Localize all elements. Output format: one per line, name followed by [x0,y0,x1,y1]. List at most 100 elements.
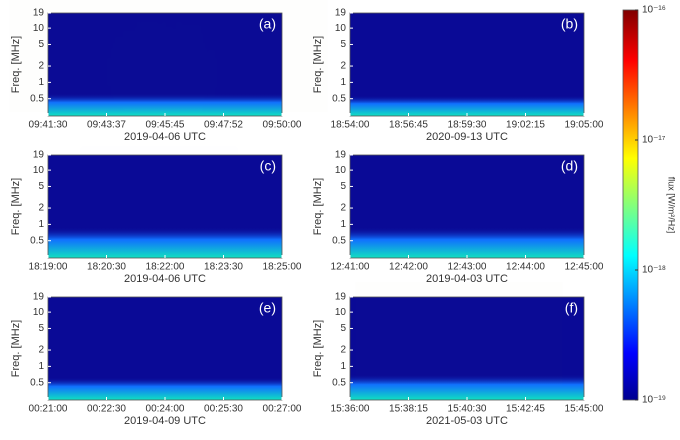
x-tick-label: 18:54:00 [331,120,370,131]
colorbar-tick-label: 10⁻¹⁷ [642,135,666,146]
emission [385,297,532,371]
y-tick-label: 2 [38,203,44,214]
emission-trace [397,181,549,187]
x-axis-label: 2019-04-06 UTC [124,273,206,285]
emission-trace [385,297,532,371]
low-frequency-band [350,374,584,400]
x-tick-label: 18:22:00 [146,262,185,273]
x-tick-label: 18:59:30 [448,120,487,131]
y-tick-label: 1 [340,361,346,372]
x-tick-label: 09:47:52 [204,120,243,131]
colorbar [622,9,639,401]
emission [95,160,217,229]
y-tick-label: 2 [340,61,346,72]
x-tick-label: 12:45:00 [565,262,604,273]
x-tick-label: 15:36:00 [331,404,370,415]
x-axis-label: 2019-04-03 UTC [426,273,508,285]
panel-label: (e) [259,300,276,316]
y-tick-label: 10 [335,307,347,318]
y-tick-label: 5 [38,323,44,334]
y-axis-label: Freq. [MHz] [312,178,324,235]
y-tick-label: 0.5 [332,235,346,246]
x-tick-label: 15:42:45 [506,404,545,415]
y-tick-label: 0.5 [332,93,346,104]
x-tick-label: 00:24:00 [146,404,185,415]
panel-label: (c) [260,158,276,174]
x-axis-label: 2020-09-13 UTC [426,131,508,143]
y-tick-label: 10 [33,307,45,318]
y-tick-label: 2 [38,61,44,72]
y-tick-label: 5 [38,181,44,192]
x-tick-label: 15:38:15 [389,404,428,415]
x-tick-label: 09:43:37 [87,120,126,131]
x-tick-label: 00:27:00 [263,404,302,415]
emission [55,13,282,95]
x-axis-label: 2019-04-06 UTC [124,131,206,143]
emission-trace [95,160,217,229]
y-tick-label: 2 [340,345,346,356]
panel-label: (b) [561,16,578,32]
y-tick-label: 2 [38,345,44,356]
low-frequency-band [48,227,282,258]
x-tick-label: 09:45:45 [146,120,185,131]
x-tick-label: 12:44:00 [506,262,545,273]
y-tick-label: 19 [33,8,45,19]
x-tick-label: 19:02:15 [506,120,545,131]
colorbar-tick-label: 10⁻¹⁸ [642,265,666,276]
x-tick-label: 15:45:00 [565,404,604,415]
y-tick-label: 19 [335,8,347,19]
y-tick-label: 0.5 [332,377,346,388]
x-tick-label: 19:05:00 [565,120,604,131]
y-tick-label: 5 [38,39,44,50]
y-tick-label: 19 [33,292,45,303]
x-tick-label: 09:50:00 [263,120,302,131]
panel-label: (d) [561,158,578,174]
y-tick-label: 5 [340,181,346,192]
x-tick-label: 12:43:00 [448,262,487,273]
emission-trace [95,307,240,371]
y-tick-label: 19 [335,150,347,161]
x-tick-label: 18:20:30 [87,262,126,273]
y-tick-label: 19 [335,292,347,303]
low-frequency-band [48,377,282,400]
colorbar-tick-label: 10⁻¹⁶ [642,5,666,16]
colorbar-tick-label: 10⁻¹⁹ [642,395,666,406]
emission [95,307,240,371]
x-axis-label: 2021-05-03 UTC [426,415,508,427]
y-axis-label: Freq. [MHz] [312,36,324,93]
low-frequency-band [350,95,584,116]
x-axis-label: 2019-04-09 UTC [124,415,206,427]
y-tick-label: 1 [38,77,44,88]
panel-label: (a) [259,16,276,32]
y-tick-label: 10 [33,23,45,34]
panel-label: (f) [565,300,578,316]
y-tick-label: 1 [38,219,44,230]
x-tick-label: 00:21:00 [29,404,68,415]
y-tick-label: 10 [335,165,347,176]
y-axis-label: Freq. [MHz] [10,36,22,93]
x-tick-label: 18:23:30 [204,262,243,273]
x-tick-label: 18:56:45 [389,120,428,131]
y-tick-label: 10 [33,165,45,176]
y-axis-label: Freq. [MHz] [312,320,324,377]
x-tick-label: 18:19:00 [29,262,68,273]
x-tick-label: 00:25:30 [204,404,243,415]
y-tick-label: 0.5 [30,377,44,388]
low-frequency-band [350,227,584,258]
y-tick-label: 1 [340,219,346,230]
y-tick-label: 19 [33,150,45,161]
x-tick-label: 00:22:30 [87,404,126,415]
x-tick-label: 12:41:00 [331,262,370,273]
y-axis-label: Freq. [MHz] [10,320,22,377]
x-tick-label: 15:40:30 [448,404,487,415]
colorbar-label: flux [W/m²/Hz] [667,177,677,234]
emission [378,18,479,81]
x-tick-label: 12:42:00 [389,262,428,273]
x-tick-label: 09:41:30 [29,120,68,131]
y-axis-label: Freq. [MHz] [10,178,22,235]
y-tick-label: 5 [340,323,346,334]
y-tick-label: 1 [340,77,346,88]
y-tick-label: 10 [335,23,347,34]
y-tick-label: 5 [340,39,346,50]
